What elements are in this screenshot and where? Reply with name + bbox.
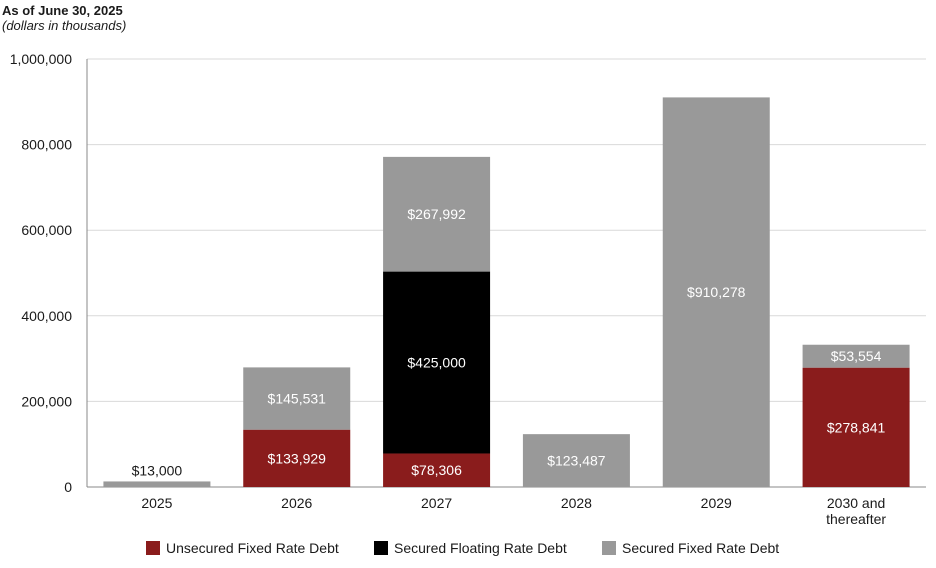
legend-item-unsecured-fixed: Unsecured Fixed Rate Debt [146,540,339,556]
data-label: $123,487 [547,453,606,469]
bar-segment [662,97,770,488]
data-label: $13,000 [132,462,183,478]
data-label: $78,306 [411,462,462,478]
data-label: $145,531 [268,391,327,407]
y-tick-label: 600,000 [21,222,72,238]
bar-chart: 0 200,000 400,000 600,000 800,000 1,000,000 $1… [10,51,926,527]
x-tick-label: 2029 [701,495,732,511]
y-tick-label: 1,000,000 [10,51,72,67]
data-label: $53,554 [831,348,882,364]
y-tick-label: 800,000 [21,137,72,153]
x-tick-label: 2025 [141,495,172,511]
legend-item-secured-fixed: Secured Fixed Rate Debt [602,540,779,556]
legend-swatch-secured-floating [374,541,388,555]
y-tick-label: 200,000 [21,393,72,409]
bar-segment [383,271,491,454]
bar-segment [243,367,351,430]
chart-title: As of June 30, 2025 [2,3,123,18]
x-tick-label: thereafter [826,511,886,527]
legend-swatch-unsecured-fixed [146,541,160,555]
legend-label-secured-floating: Secured Floating Rate Debt [394,540,567,556]
x-tick-label: 2027 [421,495,452,511]
bar-segment [243,429,351,487]
bar-segment [522,434,630,487]
data-label: $425,000 [407,355,466,371]
y-tick-label: 400,000 [21,308,72,324]
bar-segment [383,453,491,487]
bar-segment [802,367,910,487]
x-tick-label: 2026 [281,495,312,511]
legend-swatch-secured-fixed [602,541,616,555]
bar-segment [103,481,211,487]
legend-label-secured-fixed: Secured Fixed Rate Debt [622,540,780,556]
data-label: $278,841 [827,419,886,435]
x-tick-label: 2030 and [827,495,885,511]
legend-label-unsecured-fixed: Unsecured Fixed Rate Debt [166,540,339,556]
x-tick-label: 2028 [561,495,592,511]
chart-subtitle: (dollars in thousands) [2,18,127,33]
data-label: $910,278 [687,284,746,300]
legend-item-secured-floating: Secured Floating Rate Debt [374,540,567,556]
y-tick-label: 0 [64,479,72,495]
chart-legend: Unsecured Fixed Rate Debt Secured Floati… [0,540,936,560]
bar-segment [383,156,491,272]
data-label: $267,992 [407,206,466,222]
data-label: $133,929 [268,450,327,466]
bar-segment [802,344,910,368]
